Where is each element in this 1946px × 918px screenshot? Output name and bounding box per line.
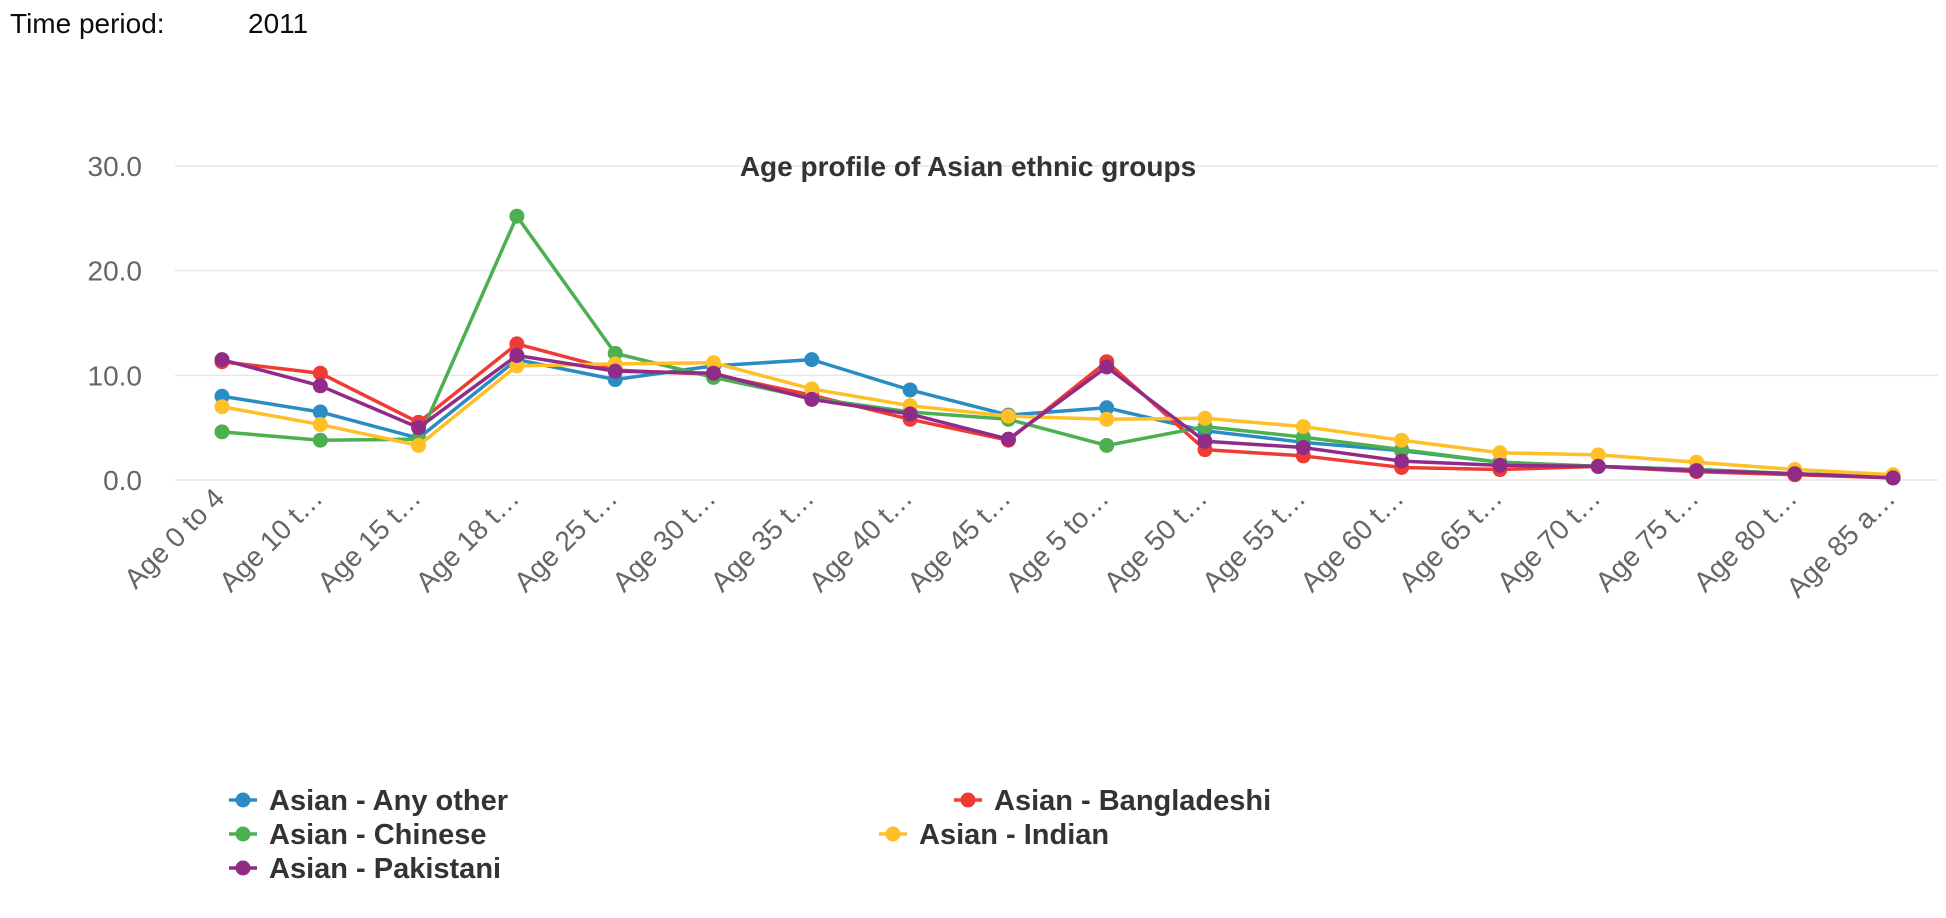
x-tick-label: Age 75 t… [1589,482,1704,597]
data-point[interactable] [1492,445,1508,461]
y-tick-label: 20.0 [88,256,143,287]
data-point[interactable] [214,352,230,368]
x-tick-label: Age 30 t… [606,482,721,597]
data-point[interactable] [509,208,525,224]
data-point[interactable] [1000,408,1016,424]
legend-label: Asian - Indian [919,819,1109,851]
series-asian-chinese [214,208,1901,485]
legend-dot-marker [235,792,251,808]
legend-label: Asian - Bangladeshi [994,785,1271,817]
data-point[interactable] [509,358,525,374]
data-point[interactable] [312,404,328,420]
data-point[interactable] [706,355,721,371]
x-tick-label: Age 18 t… [410,482,525,597]
series-asian-indian [214,355,1901,483]
data-point[interactable] [1590,458,1606,474]
legend-item[interactable]: Asian - Bangladeshi [954,785,1271,817]
data-point[interactable] [411,437,427,453]
legend-label: Asian - Any other [269,785,508,817]
legend-item[interactable]: Asian - Indian [879,819,1109,851]
data-point[interactable] [706,365,721,381]
data-point[interactable] [1197,410,1213,426]
data-point[interactable] [1689,463,1704,479]
x-tick-label: Age 65 t… [1393,482,1508,597]
time-period-value: 2011 [248,8,309,39]
x-tick-label: Age 0 to 4 [118,482,230,594]
data-point[interactable] [607,363,623,379]
data-point[interactable] [509,336,525,352]
data-point[interactable] [804,352,820,368]
data-point[interactable] [214,388,230,404]
data-point[interactable] [312,378,328,394]
data-point[interactable] [902,406,918,422]
data-point[interactable] [312,365,328,381]
gridlines [175,165,1938,481]
data-point[interactable] [1394,453,1410,469]
data-point[interactable] [1295,440,1311,456]
data-point[interactable] [312,417,328,433]
x-tick-label: Age 40 t… [803,482,918,597]
data-point[interactable] [1590,447,1606,463]
time-period: Time period: 2011 [10,6,308,42]
data-point[interactable] [1295,429,1311,445]
legend: Asian - Any other Asian - BangladeshiAsia… [229,785,1271,885]
legend-dot-marker [235,826,251,842]
series-line [221,361,1894,477]
data-point[interactable] [214,399,230,415]
data-point[interactable] [509,347,525,363]
chart-title: Age profile of Asian ethnic groups [740,151,1196,182]
y-tick-label: 10.0 [88,360,143,391]
series-line [221,214,1894,479]
y-tick-label: 30.0 [88,151,143,182]
x-tick-label: Age 55 t… [1196,482,1311,597]
x-tick-label: Age 35 t… [705,482,820,597]
x-tick-label: Age 45 t… [901,482,1016,597]
legend-dot-marker [960,792,976,808]
legend-dot-marker [885,826,901,842]
data-point[interactable] [1099,400,1115,416]
time-period-label: Time period: [10,8,165,39]
data-point[interactable] [1787,466,1803,482]
legend-label: Asian - Chinese [269,819,487,851]
series-asian-pakistani [214,347,1901,486]
data-point[interactable] [1492,457,1508,473]
x-tick-label: Age 60 t… [1294,482,1409,597]
data-point[interactable] [1885,470,1901,486]
x-tick-label: Age 5 to… [999,482,1114,597]
data-point[interactable] [1295,419,1311,435]
x-tick-label: Age 15 t… [311,482,426,597]
x-tick-label: Age 50 t… [1098,482,1213,597]
legend-item[interactable]: Asian - Any other [229,785,508,817]
series [214,208,1901,486]
data-point[interactable] [214,424,230,440]
legend-dot-marker [235,860,251,876]
data-point[interactable] [902,382,918,398]
data-point[interactable] [411,420,427,436]
data-point[interactable] [1394,432,1410,448]
x-tick-label: Age 25 t… [508,482,623,597]
data-point[interactable] [804,391,820,407]
series-line [221,353,1894,480]
y-tick-label: 0.0 [103,465,142,496]
x-tick-label: Age 70 t… [1491,482,1606,597]
data-point[interactable] [312,432,328,448]
data-point[interactable] [1000,431,1016,447]
data-point[interactable] [1197,433,1213,449]
data-point[interactable] [1099,359,1115,375]
legend-label: Asian - Pakistani [269,853,501,885]
data-point[interactable] [1099,437,1115,453]
data-point[interactable] [804,381,820,397]
y-axis: 0.0 10.0 20.0 30.0 [88,151,143,496]
legend-item[interactable]: Asian - Pakistani [229,853,501,885]
data-point[interactable] [1099,411,1115,427]
data-point[interactable] [607,345,623,361]
x-tick-label: Age 10 t… [213,482,328,597]
legend-item[interactable]: Asian - Chinese [229,819,487,851]
